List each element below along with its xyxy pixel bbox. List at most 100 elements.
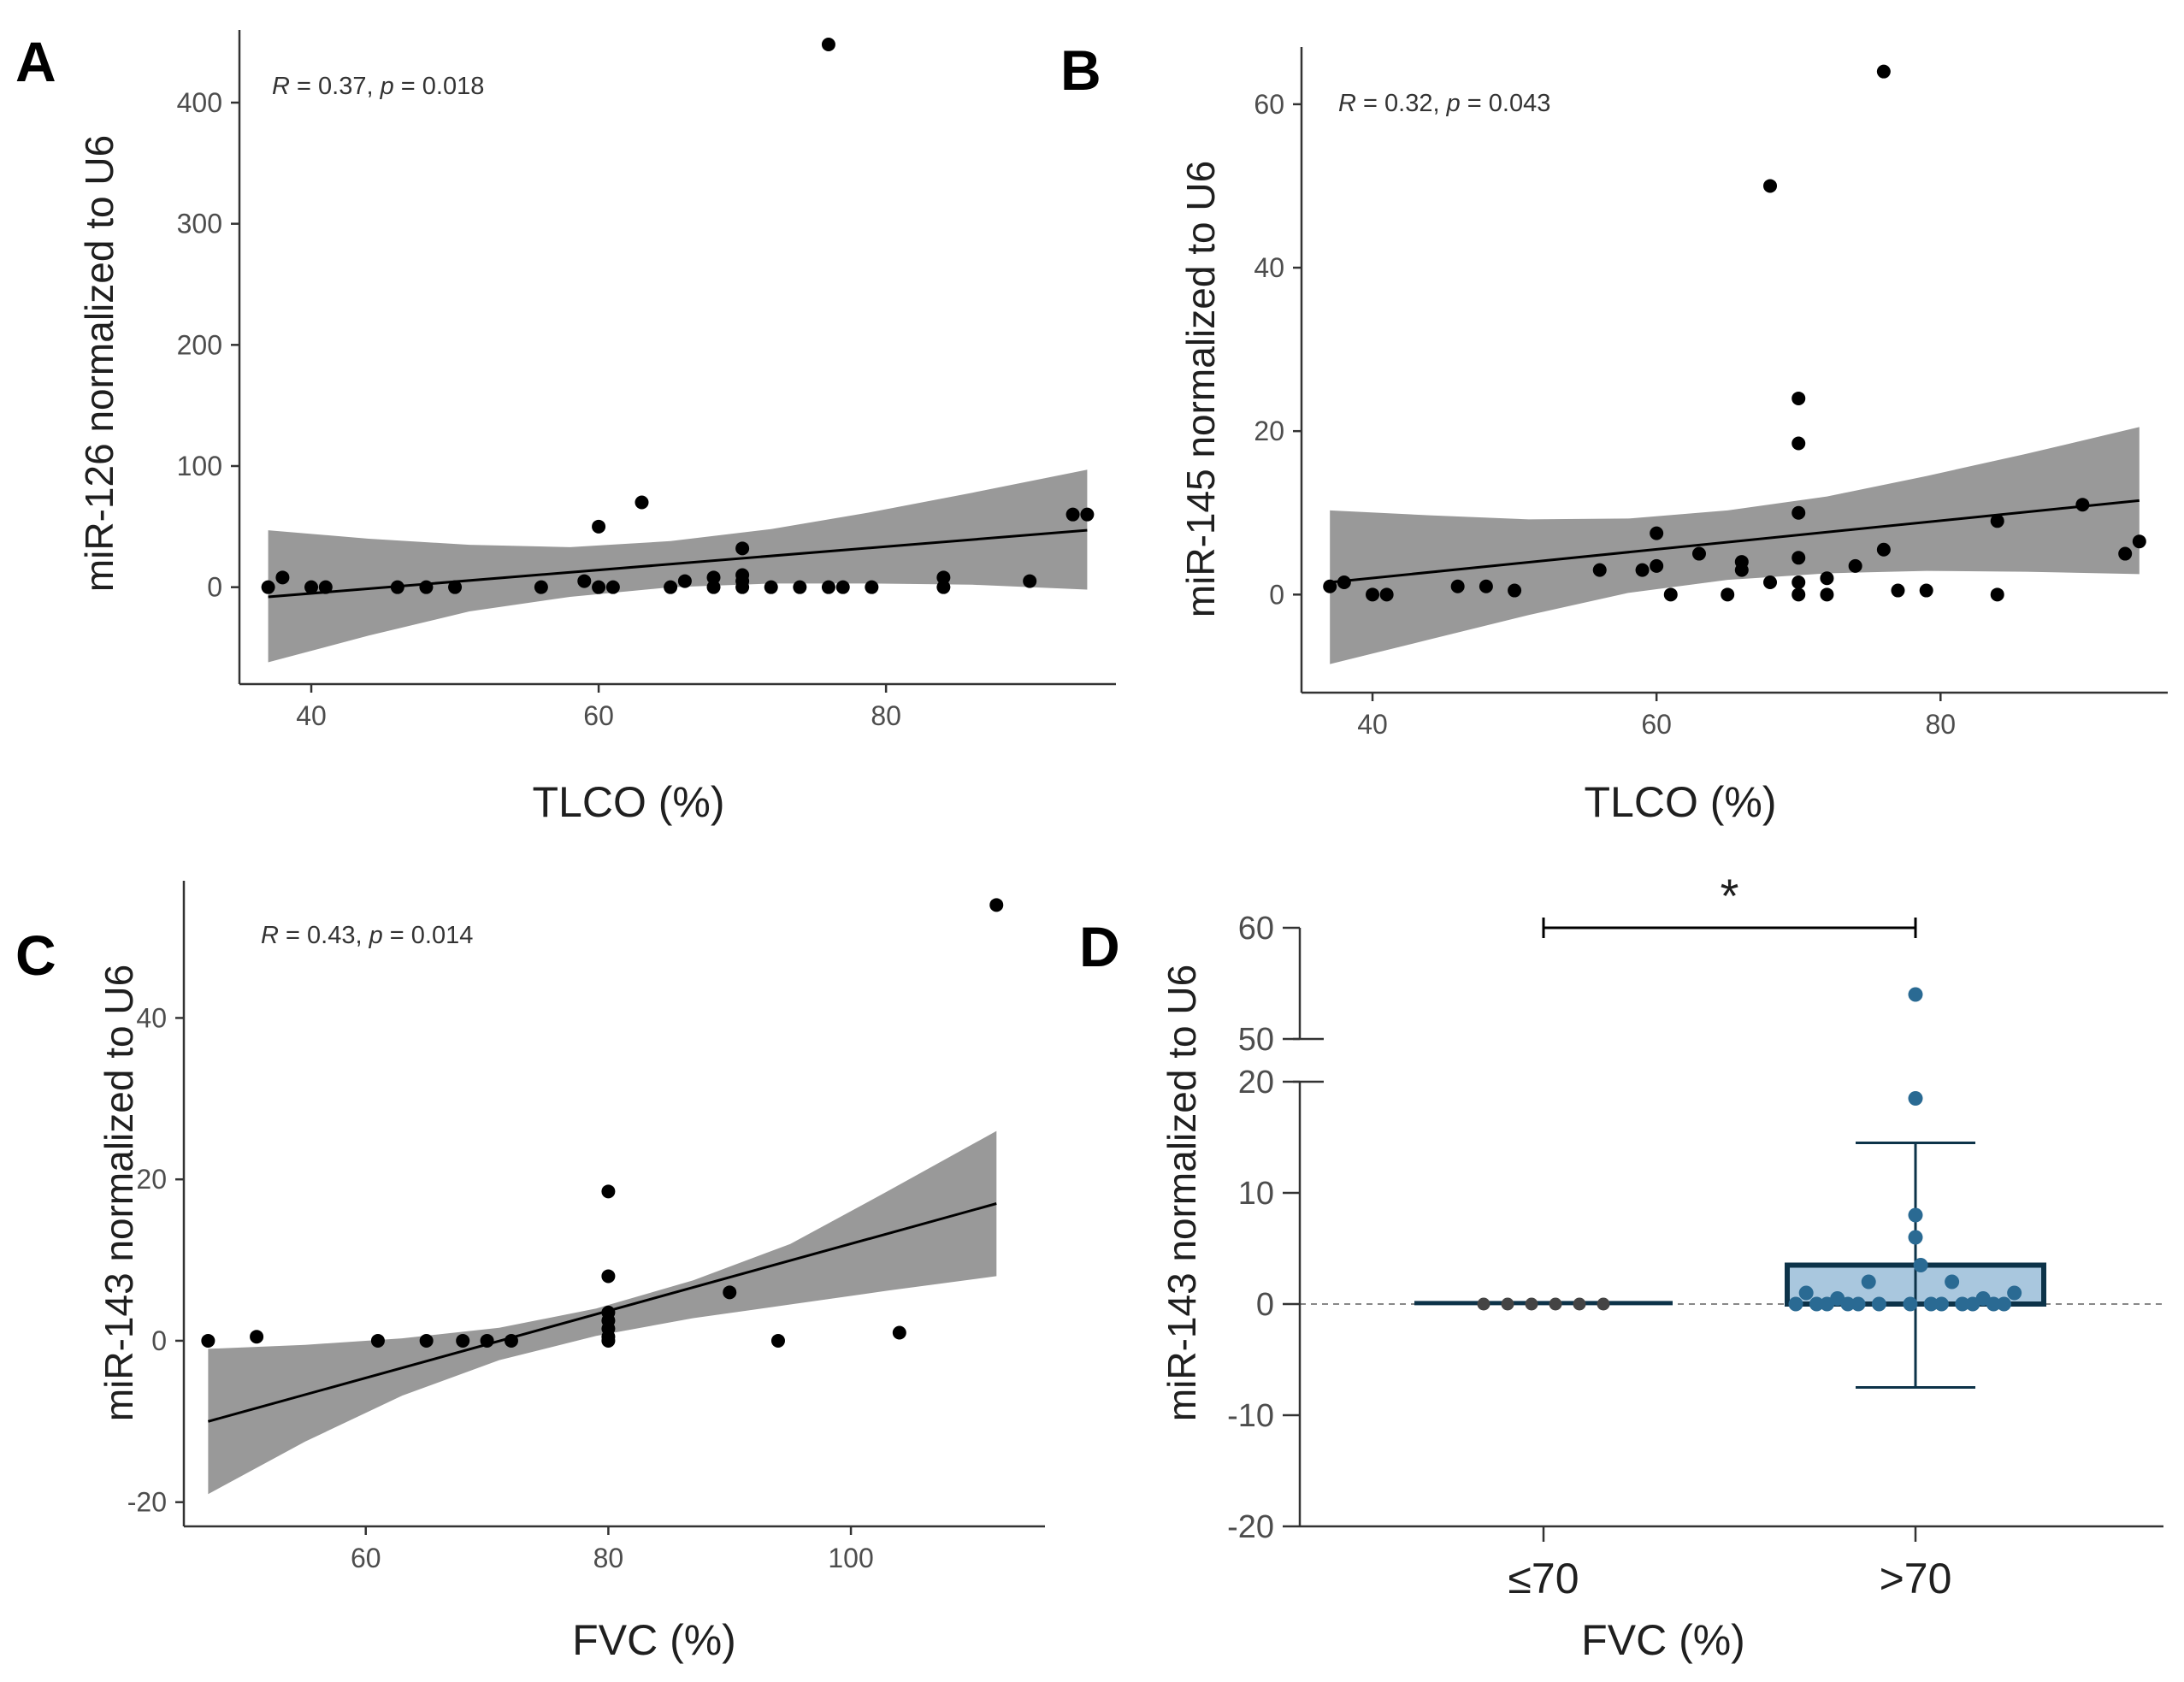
group-2-point <box>1809 1296 1824 1312</box>
regression-line <box>268 528 1088 599</box>
data-point <box>577 574 592 588</box>
group-2-point <box>1908 1230 1923 1245</box>
data-point <box>419 1333 434 1348</box>
data-point <box>605 580 620 594</box>
data-point <box>735 580 750 594</box>
y-tick-label: 10 <box>1238 1176 1274 1212</box>
data-point <box>1592 563 1607 577</box>
data-point <box>1337 575 1351 589</box>
panel-c-x-title: FVC (%) <box>572 1616 736 1664</box>
panel-d-plot: -20 -10 0 10 20 50 60 ≤70 >70 * <box>1227 869 2163 1602</box>
data-point <box>664 580 678 594</box>
panel-c-y-title: miR-143 normalized to U6 <box>97 965 141 1421</box>
data-point <box>1663 587 1678 602</box>
data-point <box>635 495 649 510</box>
x-tick-label: 80 <box>871 700 901 731</box>
group-2-point <box>1798 1285 1814 1301</box>
y-tick-label: 20 <box>1254 416 1284 446</box>
group-2-point <box>1861 1274 1876 1290</box>
data-point <box>1023 574 1037 588</box>
panel-b-y-title: miR-145 normalized to U6 <box>1178 161 1223 617</box>
data-point <box>821 38 835 51</box>
group-2-point <box>1933 1296 1949 1312</box>
group-2-point <box>1945 1274 1960 1290</box>
data-point <box>2118 546 2133 561</box>
group-2-point <box>1923 1296 1939 1312</box>
group-2-point <box>2007 1285 2022 1301</box>
y-tick-label: 0 <box>151 1325 167 1356</box>
data-point <box>936 570 951 585</box>
group-2-point <box>1840 1296 1856 1312</box>
group-1-point <box>1573 1297 1586 1311</box>
panel-d-y-title: miR-143 normalized to U6 <box>1160 965 1204 1421</box>
data-point <box>677 574 692 588</box>
y-tick-label: -10 <box>1227 1398 1274 1434</box>
data-point <box>534 580 548 594</box>
data-point <box>1763 179 1778 193</box>
data-point <box>1635 563 1650 577</box>
data-point <box>1379 587 1394 602</box>
group-2-point <box>1955 1296 1970 1312</box>
confidence-band <box>268 469 1088 663</box>
group-2-point <box>1788 1296 1803 1312</box>
y-tick-label: 60 <box>1254 89 1284 120</box>
y-tick-label: -20 <box>127 1487 167 1518</box>
data-point <box>1791 505 1806 520</box>
data-point <box>1791 575 1806 589</box>
data-point <box>1323 579 1337 593</box>
data-point <box>370 1333 385 1348</box>
group-2-point <box>1996 1296 2011 1312</box>
x-tick-label: 60 <box>1641 709 1672 740</box>
group-1-point <box>1549 1297 1562 1311</box>
x-tick-label: 100 <box>828 1543 873 1573</box>
data-point <box>764 580 778 594</box>
y-tick-label: 0 <box>207 572 222 603</box>
data-point <box>770 1333 785 1348</box>
panel-a-y-title: miR-126 normalized to U6 <box>77 135 121 592</box>
data-point <box>1763 575 1778 589</box>
x-tick-label: 40 <box>1357 709 1388 740</box>
panel-b-x-title: TLCO (%) <box>1585 778 1777 826</box>
data-point <box>1065 507 1080 522</box>
x-tick-label: 60 <box>583 700 614 731</box>
group-2-point <box>1903 1296 1918 1312</box>
data-point <box>250 1330 264 1344</box>
data-point <box>1650 526 1664 540</box>
panel-a-x-title: TLCO (%) <box>533 778 725 826</box>
y-tick-label: 40 <box>136 1002 167 1033</box>
y-tick-label: 0 <box>1256 1287 1274 1323</box>
data-point <box>1450 579 1465 593</box>
y-tick-label: 0 <box>1269 579 1284 610</box>
panel-d-x-title: FVC (%) <box>1581 1616 1745 1664</box>
data-point <box>1366 587 1380 602</box>
data-point <box>2075 498 2090 512</box>
data-point <box>456 1333 470 1348</box>
y-tick-label: -20 <box>1227 1509 1274 1545</box>
y-tick-label: 50 <box>1238 1022 1274 1058</box>
data-point <box>480 1333 494 1348</box>
data-point <box>1919 583 1933 598</box>
data-point <box>601 1333 616 1348</box>
data-point <box>390 580 404 594</box>
data-point <box>1990 514 2004 528</box>
panel-d: D -20 -10 0 10 20 50 60 ≤70 >70 * FVC (%) miR-143… <box>1079 869 2163 1664</box>
data-point <box>706 580 721 594</box>
data-point <box>1479 579 1493 593</box>
data-point <box>1990 587 2004 602</box>
panel-a: A 40 60 80 0 100 200 300 400 R = 0.37, p = 0.01… <box>15 30 1116 826</box>
data-point <box>821 580 835 594</box>
x-tick-label: 80 <box>1925 709 1956 740</box>
data-point <box>723 1285 737 1300</box>
panel-a-letter: A <box>15 30 56 93</box>
y-tick-label: 100 <box>177 451 222 481</box>
data-point <box>1820 571 1834 586</box>
data-point <box>2132 534 2146 549</box>
data-point <box>989 898 1004 912</box>
group-2-point <box>1908 1091 1923 1106</box>
data-point <box>835 580 850 594</box>
data-point <box>865 580 879 594</box>
data-point <box>601 1184 616 1199</box>
panel-b-annotation: R = 0.32, p = 0.043 <box>1338 90 1550 117</box>
group-1-point <box>1501 1297 1514 1311</box>
